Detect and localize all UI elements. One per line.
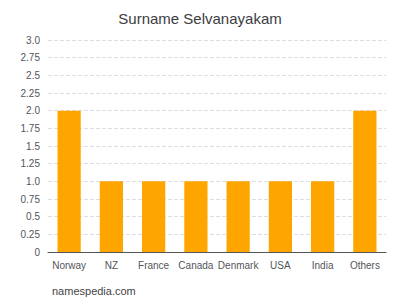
svg-text:NZ: NZ xyxy=(105,260,118,271)
svg-text:0.75: 0.75 xyxy=(21,194,41,205)
svg-text:namespedia.com: namespedia.com xyxy=(52,285,136,297)
svg-text:India: India xyxy=(312,260,334,271)
svg-text:Canada: Canada xyxy=(178,260,213,271)
svg-text:0: 0 xyxy=(34,247,40,258)
svg-text:USA: USA xyxy=(270,260,291,271)
svg-text:Norway: Norway xyxy=(52,260,86,271)
svg-text:France: France xyxy=(138,260,170,271)
svg-text:3.0: 3.0 xyxy=(26,35,40,46)
svg-text:1.0: 1.0 xyxy=(26,176,40,187)
svg-text:0.25: 0.25 xyxy=(21,229,41,240)
svg-text:1.25: 1.25 xyxy=(21,158,41,169)
svg-text:Surname Selvanayakam: Surname Selvanayakam xyxy=(118,10,281,27)
svg-text:1.75: 1.75 xyxy=(21,123,41,134)
svg-text:Denmark: Denmark xyxy=(218,260,260,271)
svg-text:2.25: 2.25 xyxy=(21,88,41,99)
svg-text:2.75: 2.75 xyxy=(21,52,41,63)
svg-text:Others: Others xyxy=(350,260,380,271)
svg-text:2.0: 2.0 xyxy=(26,105,40,116)
svg-text:1.5: 1.5 xyxy=(26,141,40,152)
svg-text:2.5: 2.5 xyxy=(26,70,40,81)
svg-text:0.5: 0.5 xyxy=(26,211,40,222)
